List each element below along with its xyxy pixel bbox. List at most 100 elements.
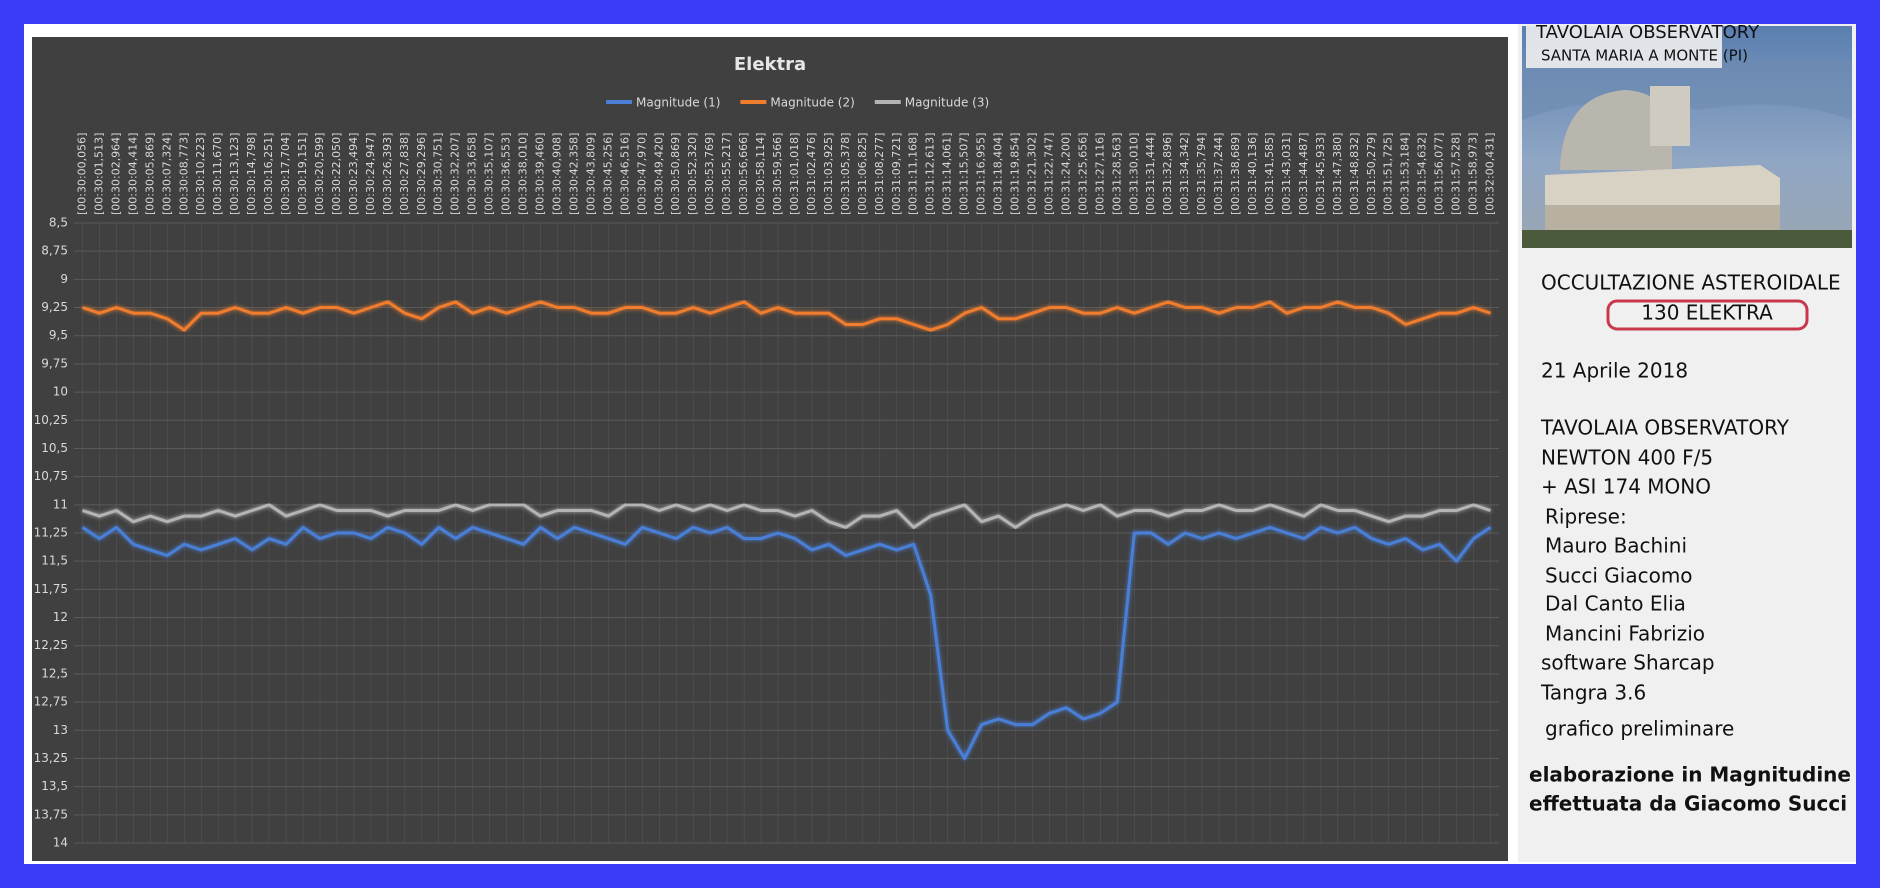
x-tick-label: [00:30:13,123]: [228, 133, 241, 215]
x-tick-label: [00:31:40,136]: [1246, 133, 1259, 215]
y-tick-label: 10,5: [41, 441, 68, 455]
photo-shutter: [1650, 86, 1690, 146]
x-tick-label: [00:30:35,107]: [483, 133, 496, 215]
x-tick-label: [00:30:26,393]: [381, 133, 394, 215]
y-tick-label: 13: [53, 723, 68, 737]
detail-line: Mauro Bachini: [1545, 534, 1687, 558]
x-tick-label: [00:31:54,632]: [1416, 133, 1429, 215]
x-tick-label: [00:30:59,566]: [771, 133, 784, 215]
y-tick-label: 8,75: [41, 244, 68, 258]
x-tick-label: [00:30:36,553]: [500, 133, 513, 215]
x-tick-label: [00:31:28,563]: [1110, 133, 1123, 215]
detail-line: Succi Giacomo: [1545, 564, 1693, 588]
x-tick-label: [00:31:45,933]: [1314, 133, 1327, 215]
target-box: [1606, 299, 1809, 331]
x-tick-label: [00:30:11,670]: [211, 133, 224, 215]
x-tick-label: [00:31:08,277]: [873, 133, 886, 215]
x-tick-label: [00:31:30,010]: [1127, 133, 1140, 215]
y-tick-label: 9,75: [41, 356, 68, 370]
x-tick-label: [00:30:24,947]: [364, 133, 377, 215]
y-tick-label: 13,25: [34, 751, 68, 765]
x-tick-label: [00:30:19,151]: [296, 133, 309, 215]
x-tick-label: [00:31:11,168]: [907, 133, 920, 215]
y-tick-label: 13,75: [34, 807, 68, 821]
x-tick-label: [00:30:05,869]: [143, 133, 156, 215]
x-tick-label: [00:31:34,342]: [1178, 133, 1191, 215]
detail-line: software Sharcap: [1541, 651, 1715, 675]
x-tick-label: [00:30:27,838]: [398, 133, 411, 215]
legend-label: Magnitude (1): [636, 96, 720, 110]
y-tick-label: 12,5: [41, 666, 68, 680]
y-tick-label: 8,5: [49, 216, 68, 230]
y-tick-label: 11: [53, 497, 68, 511]
series-line: [82, 503, 1491, 529]
x-tick-label: [00:30:43,809]: [584, 133, 597, 215]
x-tick-label: [00:30:04,414]: [126, 133, 139, 215]
x-tick-label: [00:32:00,431]: [1484, 133, 1497, 215]
x-tick-label: [00:31:09,721]: [890, 133, 903, 215]
x-tick-label: [00:31:25,656]: [1076, 133, 1089, 215]
x-tick-label: [00:30:56,666]: [737, 133, 750, 215]
x-tick-label: [00:30:29,296]: [415, 133, 428, 215]
x-tick-label: [00:31:19,854]: [1009, 133, 1022, 215]
x-tick-label: [00:31:56,077]: [1433, 133, 1446, 215]
x-tick-label: [00:30:08,773]: [177, 133, 190, 215]
y-tick-label: 9,5: [49, 328, 68, 342]
x-tick-label: [00:30:30,751]: [432, 133, 445, 215]
x-tick-label: [00:30:02,964]: [109, 133, 122, 215]
y-tick-label: 14: [53, 836, 68, 850]
credit-line: elaborazione in Magnitudine: [1529, 763, 1851, 787]
x-tick-label: [00:31:18,404]: [992, 133, 1005, 215]
x-tick-label: [00:31:41,585]: [1263, 133, 1276, 215]
x-tick-label: [00:31:05,378]: [839, 133, 852, 215]
x-tick-label: [00:31:24,200]: [1059, 133, 1072, 215]
series-line: [81, 525, 1492, 760]
x-tick-label: [00:30:55,217]: [720, 133, 733, 215]
heading: OCCULTAZIONE ASTEROIDALE: [1541, 271, 1841, 295]
y-tick-label: 13,5: [41, 779, 68, 793]
x-tick-label: [00:31:06,825]: [856, 133, 869, 215]
detail-line: NEWTON 400 F/5: [1541, 446, 1713, 470]
y-tick-label: 12: [53, 610, 68, 624]
x-tick-label: [00:30:33,658]: [466, 133, 479, 215]
x-tick-label: [00:30:00,056]: [75, 133, 88, 215]
x-tick-label: [00:30:22,050]: [330, 133, 343, 215]
detail-line: TAVOLAIA OBSERVATORY: [1540, 416, 1790, 440]
x-tick-label: [00:31:47,380]: [1331, 133, 1344, 215]
x-tick-label: [00:31:58,973]: [1467, 133, 1480, 215]
detail-line: Dal Canto Elia: [1545, 592, 1686, 616]
credit-line: effettuata da Giacomo Succi: [1529, 792, 1847, 816]
x-tick-label: [00:31:22,747]: [1042, 133, 1055, 215]
target: 130 ELEKTRA: [1641, 301, 1773, 325]
x-tick-label: [00:31:32,896]: [1161, 133, 1174, 215]
x-tick-label: [00:31:38,689]: [1229, 133, 1242, 215]
detail-line: grafico preliminare: [1545, 717, 1734, 741]
x-tick-label: [00:31:31,444]: [1144, 133, 1157, 215]
x-tick-label: [00:31:50,279]: [1365, 133, 1378, 215]
x-tick-label: [00:31:27,116]: [1093, 133, 1106, 215]
observatory-photo: [1522, 24, 1852, 248]
x-tick-label: [00:31:14,061]: [941, 133, 954, 215]
x-tick-label: [00:31:03,925]: [822, 133, 835, 215]
x-tick-label: [00:30:47,970]: [635, 133, 648, 215]
y-tick-label: 11,25: [34, 526, 68, 540]
x-tick-label: [00:31:02,476]: [805, 133, 818, 215]
x-tick-label: [00:30:53,769]: [703, 133, 716, 215]
x-tick-label: [00:30:58,114]: [754, 133, 767, 215]
chart-panel: [32, 37, 1508, 861]
x-tick-label: [00:31:37,244]: [1212, 133, 1225, 215]
x-tick-label: [00:30:10,223]: [194, 133, 207, 215]
detail-line: + ASI 174 MONO: [1541, 475, 1711, 499]
photo-subtitle: SANTA MARIA A MONTE (PI): [1541, 47, 1748, 65]
x-tick-label: [00:30:38,010]: [517, 133, 530, 215]
detail-line: Riprese:: [1545, 505, 1627, 529]
legend-label: Magnitude (3): [905, 96, 989, 110]
detail-line: Mancini Fabrizio: [1545, 622, 1705, 646]
x-tick-label: [00:30:07,324]: [160, 133, 173, 215]
x-tick-label: [00:31:43,031]: [1280, 133, 1293, 215]
x-tick-label: [00:31:12,613]: [924, 133, 937, 215]
x-tick-label: [00:31:16,955]: [975, 133, 988, 215]
legend-label: Magnitude (2): [770, 96, 854, 110]
